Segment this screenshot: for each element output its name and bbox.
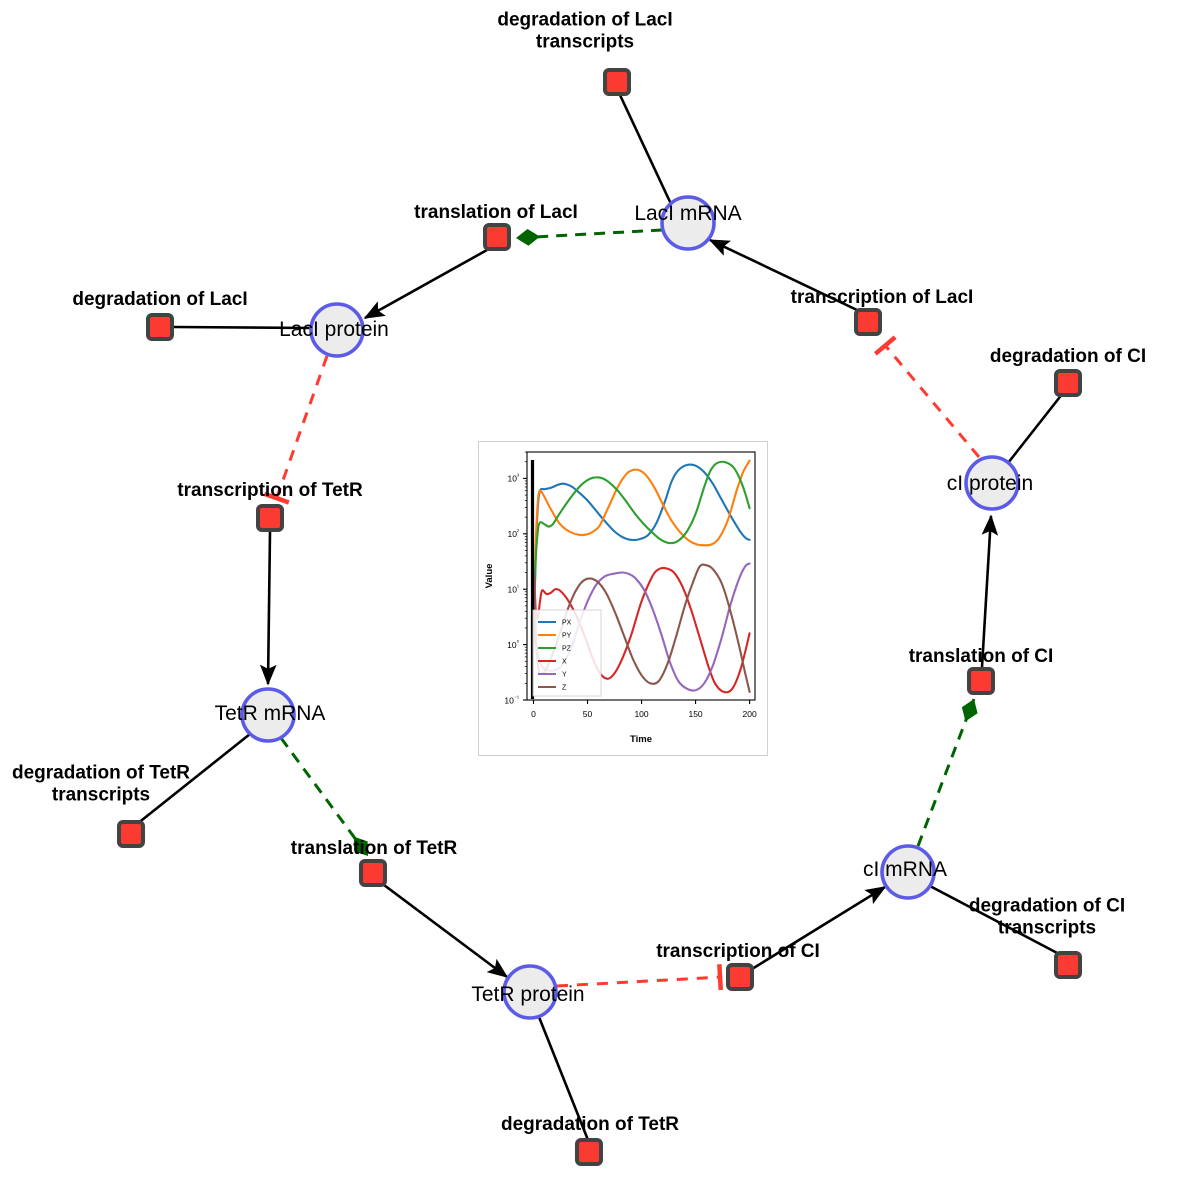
reaction-label-line1: degradation of TetR [11, 762, 191, 784]
legend-label-PZ: PZ [562, 646, 572, 653]
y-axis-ticks: 10⁻¹ 10⁰ 10¹ 10² 10³ [504, 451, 527, 705]
edge-laci-mrna-degradation [618, 94, 673, 205]
reaction-label-degradation-ci-transcripts: degradation of CI transcripts [969, 896, 1125, 941]
reaction-label-degradation-laci: degradation of LacI [72, 288, 248, 310]
reaction-node-translation-laci[interactable] [483, 223, 511, 251]
edge-tetr-mrna-translation-catalysis [279, 737, 370, 857]
edge-ci-mrna-degradation [927, 883, 1062, 957]
reaction-label-degradation-laci-transcripts: degradation of LacI transcripts [497, 10, 672, 55]
x-axis-ticks: 0 50 100 150 200 [531, 700, 757, 719]
reaction-label-translation-tetr: translation of TetR [290, 837, 458, 859]
reaction-label-line1: degradation of LacI [497, 9, 673, 31]
species-node-ci-protein[interactable] [964, 455, 1020, 511]
reaction-label-translation-laci: translation of LacI [414, 201, 578, 223]
edge-transcr-laci-to-mrna [708, 238, 858, 312]
edge-transcr-ci-to-mrna [751, 885, 887, 971]
edge-ci-protein-inhibits-transcr-laci [873, 335, 981, 458]
reaction-node-degradation-ci[interactable] [1054, 369, 1082, 397]
reaction-node-translation-ci[interactable] [967, 667, 995, 695]
edge-transcr-tetr-to-mrna [259, 531, 277, 686]
edge-tetr-protein-degradation [537, 1016, 590, 1141]
edge-translation-ci-to-protein [980, 514, 999, 668]
y-axis-label: Value [484, 564, 495, 589]
reaction-label-degradation-tetr-transcripts: degradation of TetR transcripts [12, 763, 190, 808]
edge-ci-mrna-translation-catalysis [916, 698, 978, 847]
legend-label-X: X [562, 659, 567, 666]
species-nodes-layer [240, 195, 1020, 1020]
legend-label-Y: Y [562, 672, 567, 679]
legend-label-Z: Z [562, 685, 567, 692]
reaction-label-degradation-ci: degradation of CI [989, 345, 1147, 367]
edges-layer [136, 94, 1065, 1141]
x-tick-label: 50 [583, 709, 593, 719]
reaction-node-degradation-ci-transcripts[interactable] [1054, 951, 1082, 979]
x-axis-label: Time [630, 734, 652, 745]
edge-translation-tetr-to-protein [383, 883, 509, 979]
reaction-label-line2: transcripts [997, 918, 1097, 939]
species-node-ci-mrna[interactable] [880, 844, 936, 900]
series-line-PX [532, 463, 751, 646]
edge-laci-mrna-translation-catalysis [515, 228, 663, 246]
series-line-PY [532, 459, 751, 646]
reaction-label-transcription-tetr: transcription of TetR [177, 479, 363, 501]
reaction-node-transcription-laci[interactable] [854, 308, 882, 336]
y-tick-label: 10¹ [508, 585, 519, 595]
legend-label-PX: PX [562, 620, 572, 627]
y-tick-label: 10² [508, 529, 519, 539]
series-line-X [532, 566, 751, 694]
reaction-label-line2: transcripts [535, 32, 635, 53]
y-tick-label: 10³ [508, 474, 519, 484]
reaction-node-degradation-laci[interactable] [146, 313, 174, 341]
legend-label-PY: PY [562, 633, 572, 640]
reaction-node-degradation-laci-transcripts[interactable] [603, 68, 631, 96]
reaction-label-transcription-ci: transcription of CI [656, 940, 820, 962]
series-line-PZ [532, 460, 751, 646]
species-node-laci-protein[interactable] [309, 302, 365, 358]
edge-tetr-protein-inhibits-transcr-ci [556, 964, 724, 991]
reaction-label-transcription-laci: transcription of LacI [790, 286, 974, 308]
reaction-label-translation-ci: translation of CI [908, 645, 1054, 667]
chart-legend: PX PY PZ XYZ [532, 609, 602, 697]
species-node-tetr-protein[interactable] [502, 964, 558, 1020]
y-tick-label: 10⁻¹ [504, 695, 519, 705]
edge-tetr-mrna-degradation [136, 732, 251, 826]
edge-laci-protein-degradation [173, 325, 312, 330]
reaction-node-translation-tetr[interactable] [359, 859, 387, 887]
x-tick-label: 100 [634, 709, 648, 719]
x-tick-label: 0 [531, 709, 536, 719]
edge-translation-laci-to-protein [363, 248, 488, 320]
edge-laci-protein-inhibits-transcr-tetr [263, 355, 329, 505]
x-tick-label: 200 [743, 709, 757, 719]
y-tick-label: 10⁰ [507, 639, 519, 650]
species-node-tetr-mrna[interactable] [240, 687, 296, 743]
reaction-label-line1: degradation of CI [968, 895, 1126, 917]
inset-timecourse-plot: 10⁻¹ 10⁰ 10¹ 10² 10³ 0 50 100 150 200 Time Value… [478, 441, 768, 756]
x-tick-label: 150 [688, 709, 702, 719]
edge-ci-protein-degradation [1006, 392, 1065, 464]
reaction-nodes-layer [117, 68, 1082, 1166]
reaction-node-degradation-tetr-transcripts[interactable] [117, 820, 145, 848]
species-node-laci-mrna[interactable] [660, 195, 716, 251]
reaction-node-transcription-tetr[interactable] [256, 504, 284, 532]
reaction-node-degradation-tetr[interactable] [575, 1138, 603, 1166]
reaction-label-degradation-tetr: degradation of TetR [500, 1113, 680, 1135]
reaction-node-transcription-ci[interactable] [726, 963, 754, 991]
reaction-label-line2: transcripts [51, 785, 151, 806]
